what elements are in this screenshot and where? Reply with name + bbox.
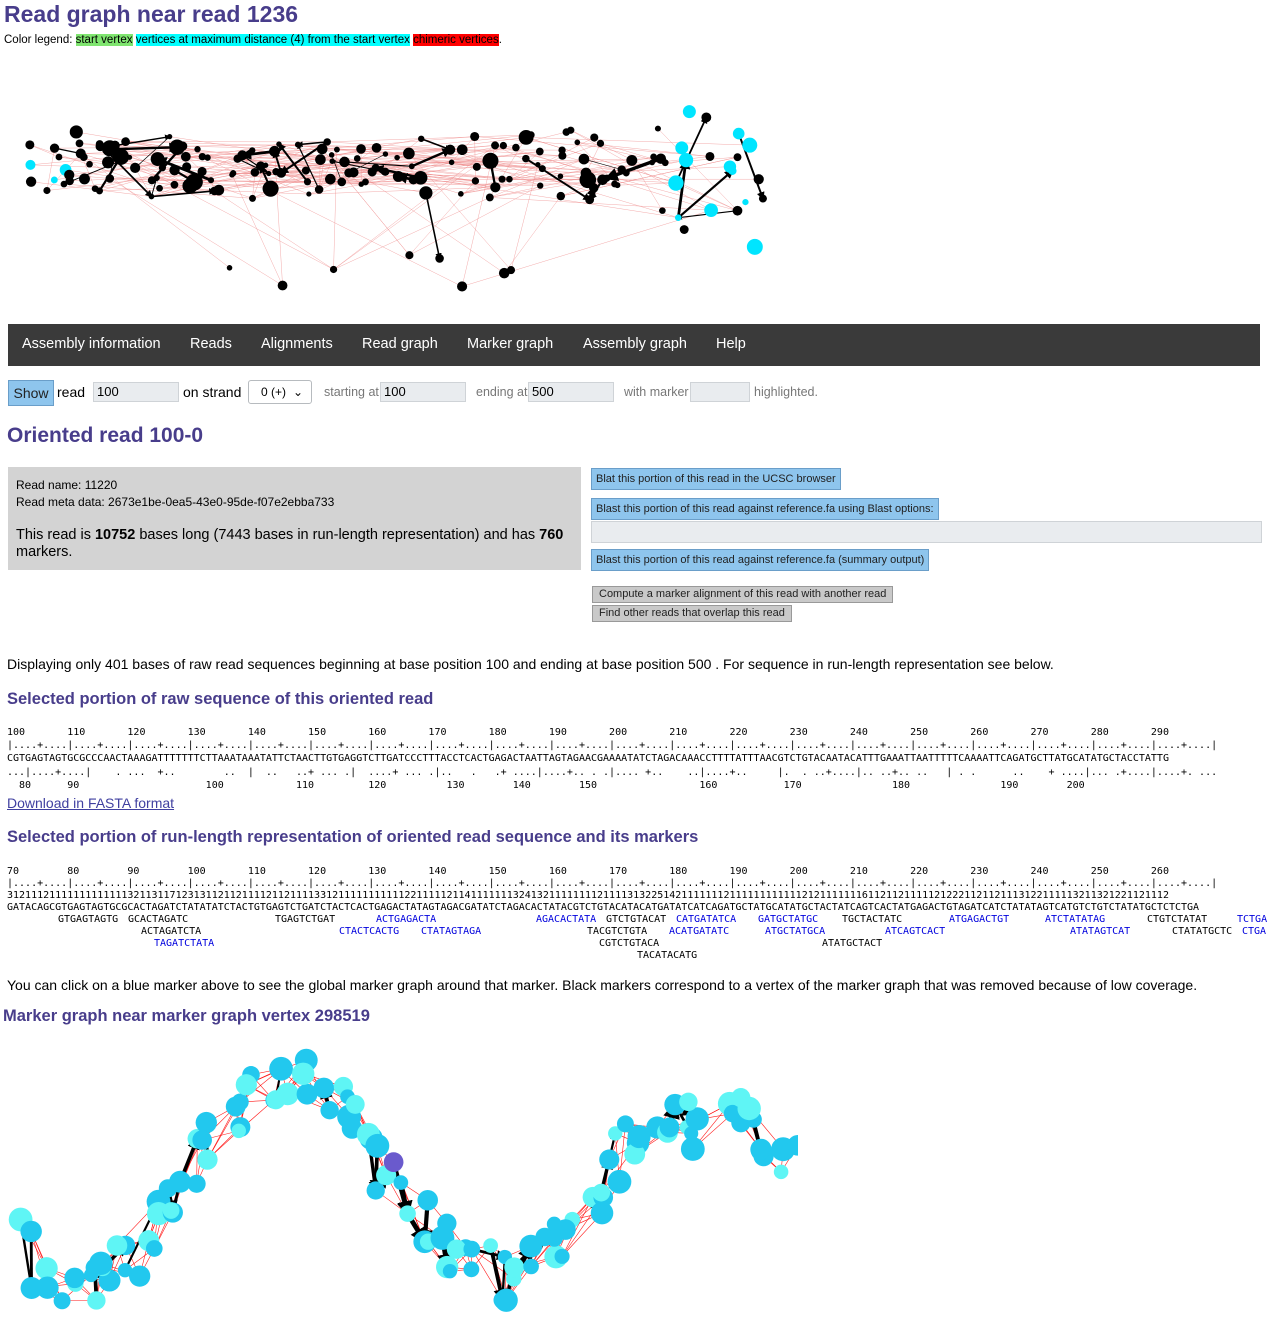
marker-removed: TACGTCTGTA bbox=[587, 926, 648, 937]
color-legend: Color legend: start vertex vertices at m… bbox=[4, 34, 502, 46]
blast-options-input[interactable] bbox=[591, 521, 1262, 543]
start-label: starting at bbox=[324, 385, 379, 399]
nav-marker-graph[interactable]: Marker graph bbox=[467, 336, 554, 352]
marker-link[interactable]: ATCAGTCACT bbox=[885, 926, 946, 937]
raw-rle-ruler: ...|....+....| . ... +.. .. | .. ..+ ...… bbox=[7, 767, 1218, 778]
len-markers: 760 bbox=[539, 527, 564, 543]
legend-suffix: . bbox=[498, 34, 502, 46]
read-id-input[interactable]: 100 bbox=[93, 382, 179, 402]
read-length-summary: This read is 10752 bases long (7443 base… bbox=[16, 527, 576, 561]
len-mid: bases long (7443 bases in run-length rep… bbox=[135, 527, 540, 543]
marker-link[interactable]: TCTGA bbox=[1237, 914, 1268, 925]
marker-link[interactable]: CTACTCACTG bbox=[339, 926, 400, 937]
marker-link[interactable]: ATATAGTCAT bbox=[1070, 926, 1131, 937]
marker-removed: TGAGTCTGAT bbox=[275, 914, 336, 925]
rle-heading: Selected portion of run-length represent… bbox=[7, 828, 699, 846]
nav-read-graph[interactable]: Read graph bbox=[362, 336, 438, 352]
compute-alignment-button[interactable]: Compute a marker alignment of this read … bbox=[592, 586, 894, 603]
marker-removed: CGTCTGTACA bbox=[599, 938, 660, 949]
marker-removed: CTGTCTATAT bbox=[1147, 914, 1208, 925]
display-note: Displaying only 401 bases of raw read se… bbox=[7, 656, 1054, 672]
marker-input[interactable] bbox=[690, 382, 750, 402]
marker-removed: GCACTAGATC bbox=[128, 914, 189, 925]
legend-max-distance: vertices at maximum distance (4) from th… bbox=[135, 34, 410, 46]
read-metadata: Read meta data: 2673e1be-0ea5-43e0-95de-… bbox=[16, 495, 335, 509]
strand-select[interactable]: 0 (+) ⌄ bbox=[248, 380, 312, 404]
rle-counts: 3121112111111111111132113117123131121121… bbox=[7, 890, 1169, 901]
raw-sequence-heading: Selected portion of raw sequence of this… bbox=[7, 690, 434, 708]
show-button[interactable]: Show bbox=[8, 380, 54, 406]
marker-link[interactable]: ACTGAGACTA bbox=[376, 914, 437, 925]
raw-rle-positions: 80 90 100 110 120 130 140 150 160 170 18… bbox=[7, 780, 1085, 791]
len-post: markers. bbox=[16, 544, 73, 560]
nav-reads[interactable]: Reads bbox=[190, 336, 232, 352]
marker-link[interactable]: ACATGATATC bbox=[669, 926, 730, 937]
read-label: read bbox=[57, 384, 86, 400]
read-info-box: Read name: 11220 Read meta data: 2673e1b… bbox=[8, 467, 581, 570]
marker-removed: TGCTACTATC bbox=[842, 914, 903, 925]
marker-label: with marker bbox=[624, 385, 689, 399]
raw-sequence: CGTGAGTAGTGCGCCCAACTAAAGATTTTTTTCTTAAATA… bbox=[7, 753, 1169, 764]
marker-removed: GTCTGTACAT bbox=[606, 914, 667, 925]
start-input[interactable]: 100 bbox=[380, 382, 466, 402]
marker-link[interactable]: ATCTATATAG bbox=[1045, 914, 1106, 925]
chevron-down-icon: ⌄ bbox=[292, 385, 303, 399]
nav-assembly-graph[interactable]: Assembly graph bbox=[583, 336, 687, 352]
marker-link[interactable]: ATGAGACTGT bbox=[949, 914, 1010, 925]
navbar: Assembly information Reads Alignments Re… bbox=[8, 324, 1260, 366]
len-bases: 10752 bbox=[94, 527, 136, 543]
rle-position-line: 70 80 90 100 110 120 130 140 150 160 170… bbox=[7, 866, 1169, 877]
raw-position-line: 100 110 120 130 140 150 160 170 180 190 … bbox=[7, 727, 1169, 738]
marker-removed: ATATGCTACT bbox=[822, 938, 883, 949]
marker-link[interactable]: GATGCTATGC bbox=[758, 914, 819, 925]
strand-value: 0 (+) bbox=[261, 385, 287, 399]
download-fasta-link[interactable]: Download in FASTA format bbox=[7, 795, 175, 811]
strand-label: on strand bbox=[183, 384, 242, 400]
rle-ruler: |....+....|....+....|....+....|....+....… bbox=[7, 878, 1218, 889]
legend-prefix: Color legend: bbox=[4, 34, 73, 46]
marker-link[interactable]: CATGATATCA bbox=[676, 914, 737, 925]
marker-link[interactable]: ATGCTATGCA bbox=[765, 926, 826, 937]
nav-assembly-information[interactable]: Assembly information bbox=[22, 336, 161, 352]
marker-link[interactable]: CTGA bbox=[1242, 926, 1267, 937]
oriented-read-title: Oriented read 100-0 bbox=[7, 424, 204, 447]
marker-link[interactable]: CTATAGTAGA bbox=[421, 926, 482, 937]
read-graph-svg[interactable] bbox=[8, 55, 798, 310]
marker-removed: ACTAGATCTA bbox=[141, 926, 202, 937]
nav-alignments[interactable]: Alignments bbox=[261, 336, 333, 352]
raw-ruler: |....+....|....+....|....+....|....+....… bbox=[7, 740, 1218, 751]
blast-options-button[interactable]: Blast this portion of this read against … bbox=[591, 498, 939, 520]
marker-link[interactable]: TAGATCTATA bbox=[154, 938, 215, 949]
legend-start-vertex: start vertex bbox=[75, 34, 133, 46]
read-form: Show read 100 on strand 0 (+) ⌄ starting… bbox=[8, 378, 1258, 406]
marker-removed: GTGAGTAGTG bbox=[58, 914, 119, 925]
blat-button[interactable]: Blat this portion of this read in the UC… bbox=[591, 468, 841, 490]
rle-sequence: GATACAGCGTGAGTAGTGCGCACTAGATCTATATATCTAC… bbox=[7, 902, 1200, 913]
end-label: ending at bbox=[476, 385, 528, 399]
page-title: Read graph near read 1236 bbox=[4, 1, 299, 27]
legend-chimeric: chimeric vertices bbox=[413, 34, 499, 46]
marker-link[interactable]: AGACACTATA bbox=[536, 914, 597, 925]
marker-graph-svg[interactable] bbox=[8, 1036, 798, 1326]
marker-click-note: You can click on a blue marker above to … bbox=[7, 977, 1198, 993]
marker-removed: CTATATGCTC bbox=[1172, 926, 1233, 937]
len-pre: This read is bbox=[16, 527, 95, 543]
nav-help[interactable]: Help bbox=[716, 336, 746, 352]
end-input[interactable]: 500 bbox=[528, 382, 614, 402]
read-name: Read name: 11220 bbox=[16, 478, 118, 492]
blast-summary-button[interactable]: Blast this portion of this read against … bbox=[591, 549, 930, 571]
highlighted-label: highlighted. bbox=[754, 385, 818, 399]
find-overlap-button[interactable]: Find other reads that overlap this read bbox=[592, 605, 792, 622]
marker-removed: TACATACATG bbox=[637, 950, 698, 961]
marker-graph-title: Marker graph near marker graph vertex 29… bbox=[3, 1007, 370, 1025]
